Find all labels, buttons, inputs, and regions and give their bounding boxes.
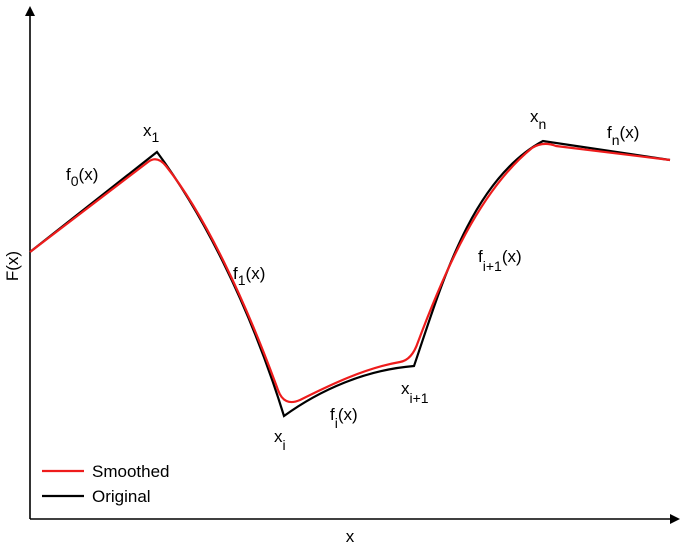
- point-label-xi: xi: [274, 427, 286, 453]
- function-label-f1: f1(x): [233, 264, 265, 288]
- legend: Smoothed Original: [42, 462, 170, 506]
- point-label-xi-plus-1: xi+1: [401, 379, 429, 406]
- function-label-fi-plus-1: fi+1(x): [478, 247, 522, 274]
- legend-label-smoothed: Smoothed: [92, 462, 170, 481]
- legend-label-original: Original: [92, 487, 151, 506]
- function-label-fn: fn(x): [607, 123, 639, 148]
- y-axis-label: F(x): [3, 251, 22, 281]
- x-axis-label: x: [346, 527, 355, 546]
- point-label-xn: xn: [530, 107, 546, 132]
- function-label-f0: f0(x): [66, 165, 98, 189]
- smoothed-curve: [29, 142, 671, 404]
- point-label-x1: x1: [143, 121, 160, 145]
- function-label-fi: fi(x): [330, 405, 358, 431]
- original-curve: [29, 139, 671, 418]
